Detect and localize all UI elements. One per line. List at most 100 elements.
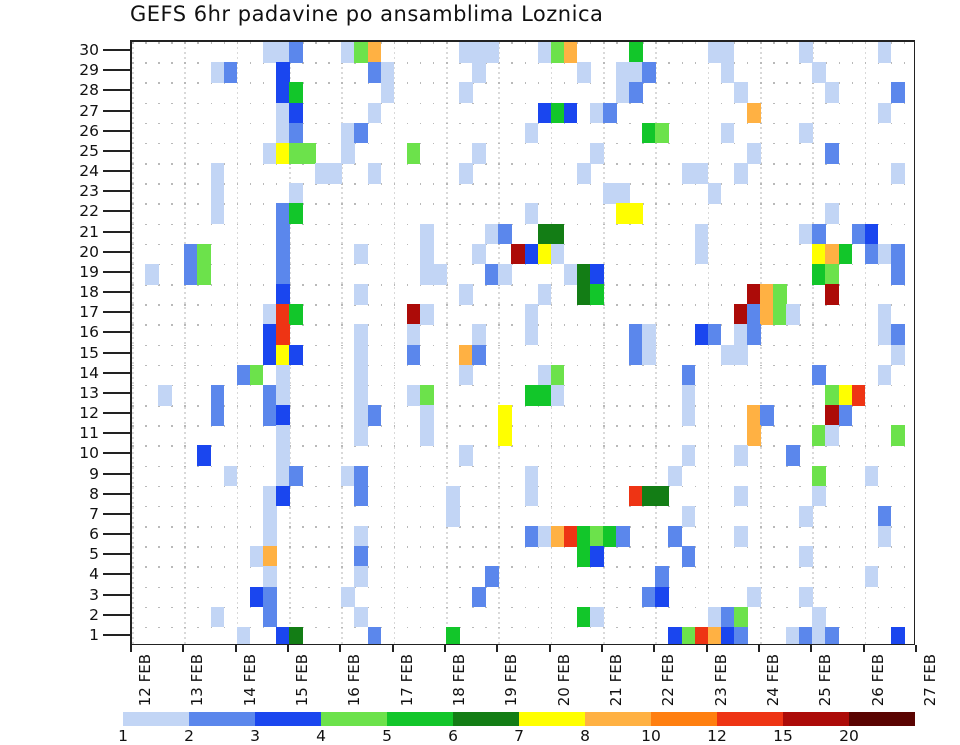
heatmap-cell xyxy=(537,384,552,406)
y-tick-mark xyxy=(103,170,130,173)
y-tick-label: 8 xyxy=(89,484,99,503)
heatmap-cell xyxy=(720,122,735,144)
heatmap-cell xyxy=(524,324,539,346)
x-tick-mark xyxy=(182,645,185,652)
x-tick-mark xyxy=(391,645,394,652)
heatmap-cell xyxy=(890,324,905,346)
x-tick-mark xyxy=(915,645,917,652)
heatmap-cell xyxy=(589,142,604,164)
heatmap-cell xyxy=(616,82,630,104)
y-tick-label: 24 xyxy=(79,162,99,181)
x-tick-mark xyxy=(339,645,342,652)
heatmap-cell xyxy=(275,82,290,104)
heatmap-cell xyxy=(589,284,604,305)
heatmap-cell xyxy=(799,122,813,144)
colorbar-band xyxy=(717,712,783,726)
heatmap-cell xyxy=(341,142,355,164)
y-tick-mark xyxy=(103,210,130,213)
colorbar-tick-label: 7 xyxy=(514,727,524,745)
heatmap-cells-layer xyxy=(132,42,914,644)
heatmap-cell xyxy=(681,505,696,527)
heatmap-cell xyxy=(681,163,696,184)
heatmap-cell xyxy=(576,284,591,305)
heatmap-cell xyxy=(262,304,277,325)
y-tick-label: 17 xyxy=(79,303,99,322)
heatmap-cell xyxy=(197,243,212,265)
heatmap-cell xyxy=(354,284,369,305)
heatmap-cell xyxy=(472,243,486,265)
heatmap-cell xyxy=(184,243,198,265)
heatmap-cell xyxy=(262,485,277,507)
y-tick-label: 3 xyxy=(89,585,99,604)
heatmap-cell xyxy=(354,465,369,487)
heatmap-cell xyxy=(668,526,683,547)
x-tick-mark xyxy=(758,645,760,652)
heatmap-cell xyxy=(589,263,604,285)
heatmap-cell xyxy=(576,62,591,83)
heatmap-cell xyxy=(210,62,225,83)
y-tick-label: 12 xyxy=(79,404,99,423)
colorbar-tick-label: 6 xyxy=(448,727,458,745)
heatmap-cell xyxy=(406,304,421,325)
heatmap-cell xyxy=(249,586,264,608)
heatmap-cell xyxy=(890,163,905,184)
heatmap-cell xyxy=(197,445,212,467)
heatmap-cell xyxy=(563,526,578,547)
heatmap-cell xyxy=(275,203,290,225)
y-tick-label: 30 xyxy=(79,41,99,60)
heatmap-cell xyxy=(275,445,290,467)
heatmap-cell xyxy=(890,344,905,366)
heatmap-cell xyxy=(642,122,656,144)
heatmap-cell xyxy=(289,142,303,164)
heatmap-cell xyxy=(472,586,486,608)
heatmap-cell xyxy=(799,586,813,608)
heatmap-cell xyxy=(812,243,826,265)
heatmap-cell xyxy=(367,62,382,83)
heatmap-cell xyxy=(746,425,761,446)
heatmap-cell xyxy=(262,142,277,164)
heatmap-cell xyxy=(760,304,774,325)
heatmap-cell xyxy=(275,465,290,487)
heatmap-cell xyxy=(275,102,290,124)
x-tick-mark xyxy=(810,645,813,652)
y-tick-label: 27 xyxy=(79,101,99,120)
heatmap-cell xyxy=(825,203,840,225)
heatmap-cell xyxy=(825,284,840,305)
heatmap-cell xyxy=(498,263,512,285)
heatmap-cell xyxy=(576,546,591,567)
heatmap-cell xyxy=(354,425,369,446)
y-tick-label: 11 xyxy=(79,424,99,443)
heatmap-cell xyxy=(655,122,669,144)
heatmap-cell xyxy=(145,263,159,285)
heatmap-cell xyxy=(733,163,748,184)
heatmap-cell xyxy=(419,425,434,446)
colorbar-tick-label: 2 xyxy=(184,727,194,745)
heatmap-cell xyxy=(890,243,905,265)
colorbar-bands xyxy=(123,712,915,726)
y-tick-label: 5 xyxy=(89,545,99,564)
colorbar-tick-label: 20 xyxy=(839,727,859,745)
heatmap-cell xyxy=(812,465,826,487)
heatmap-cell xyxy=(550,42,565,63)
x-tick-mark xyxy=(862,645,865,652)
heatmap-cell xyxy=(289,626,303,644)
y-tick-mark xyxy=(103,432,130,435)
y-tick-mark xyxy=(103,512,130,515)
heatmap-cell xyxy=(367,42,382,63)
heatmap-cell xyxy=(472,42,486,63)
heatmap-cell xyxy=(825,263,840,285)
heatmap-cell xyxy=(524,465,539,487)
heatmap-cell xyxy=(707,626,722,644)
heatmap-cell xyxy=(472,324,486,346)
y-tick-mark xyxy=(103,391,130,394)
heatmap-cell xyxy=(563,263,578,285)
heatmap-cell xyxy=(629,82,643,104)
heatmap-cell xyxy=(446,626,460,644)
y-tick-mark xyxy=(103,69,130,72)
x-tick-mark xyxy=(601,645,603,652)
y-tick-label: 23 xyxy=(79,182,99,201)
heatmap-cell xyxy=(275,344,290,366)
heatmap-cell xyxy=(877,243,892,265)
heatmap-cell xyxy=(289,344,303,366)
